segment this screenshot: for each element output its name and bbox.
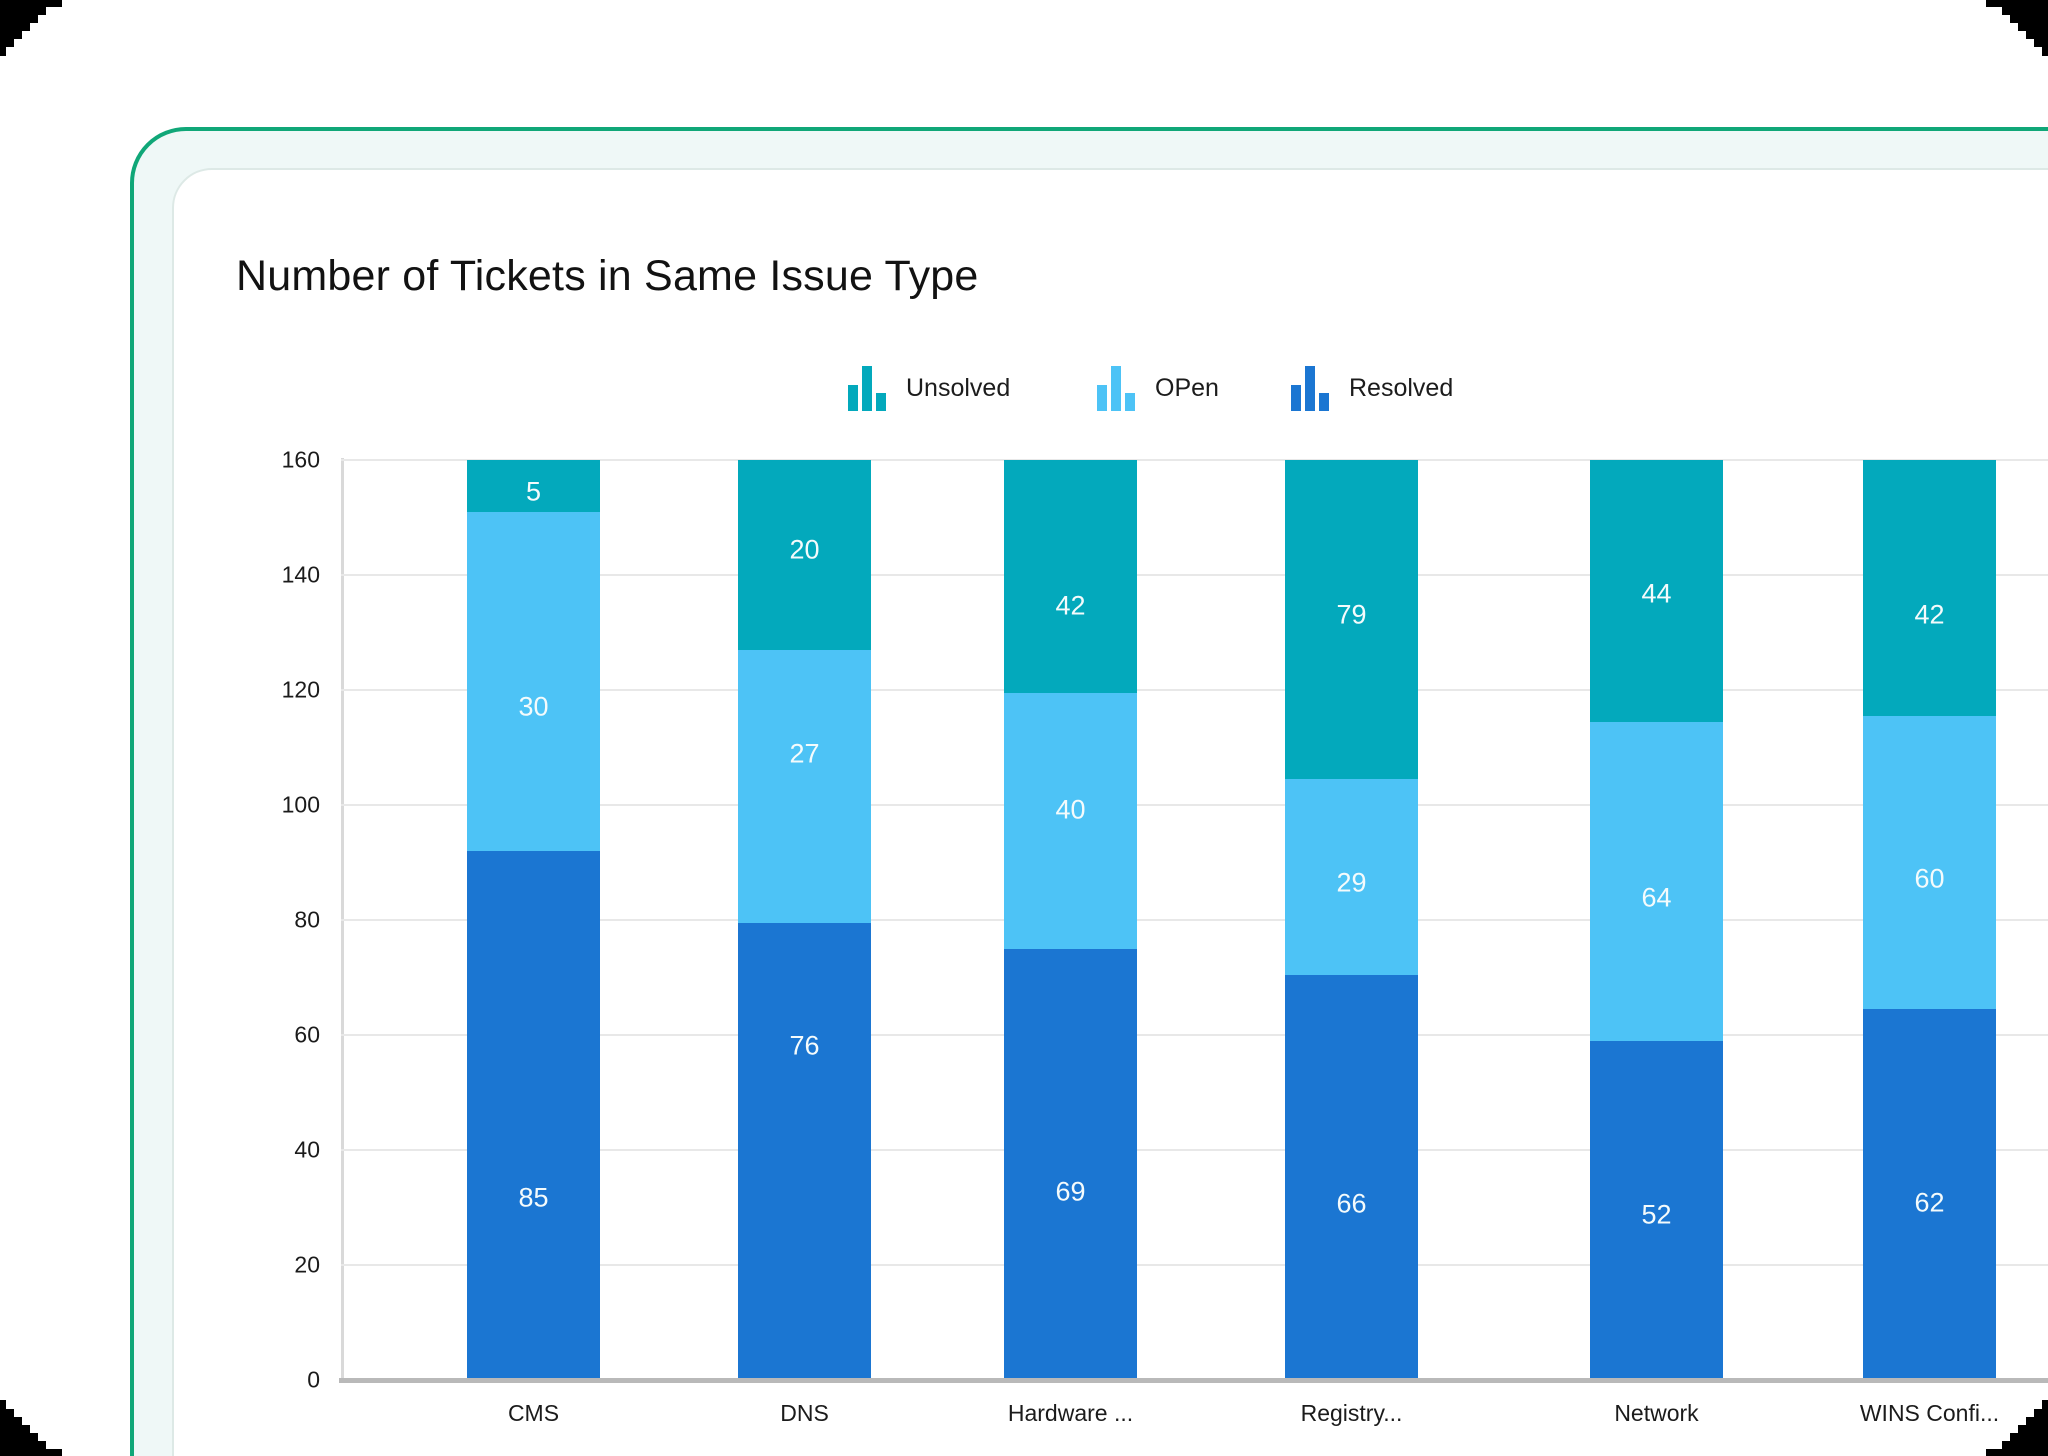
bar-network: [1590, 460, 1723, 1380]
gridline-y-80: [341, 919, 2048, 921]
bar-value-label-open: 60: [1914, 863, 1945, 894]
bar-cms: [467, 460, 600, 1380]
y-axis-tick-label-0: 0: [307, 1366, 320, 1393]
corner-cutout-top-left: [0, 0, 64, 58]
y-axis-tick-label-160: 160: [281, 446, 320, 473]
bar-value-label-open: 64: [1641, 882, 1672, 913]
bar-value-label-open: 29: [1336, 867, 1367, 898]
bar-value-label-unsolved: 42: [1914, 599, 1945, 630]
gridline-y-160: [341, 459, 2048, 461]
legend-item-open[interactable]: OPen: [1097, 364, 1219, 412]
corner-cutout-bottom-right: [1984, 1398, 2048, 1456]
bar-dns: [738, 460, 871, 1380]
bar-segment-unsolved[interactable]: [738, 460, 871, 650]
mini-bar-chart-icon: [1291, 365, 1329, 411]
chart-title: Number of Tickets in Same Issue Type: [236, 252, 979, 300]
bar-value-label-unsolved: 79: [1336, 599, 1367, 630]
bar-segment-resolved[interactable]: [1285, 974, 1418, 1380]
y-axis-tick-label-20: 20: [294, 1251, 320, 1278]
bar-value-label-open: 30: [518, 691, 549, 722]
bar-registry: [1285, 460, 1418, 1380]
bar-segment-unsolved[interactable]: [467, 460, 600, 512]
bar-segment-open[interactable]: [1590, 721, 1723, 1041]
y-axis-tick-label-140: 140: [281, 561, 320, 588]
bar-segment-open[interactable]: [1004, 692, 1137, 949]
x-axis-category-label: DNS: [780, 1400, 829, 1426]
corner-cutout-bottom-left: [0, 1398, 64, 1456]
bar-value-label-resolved: 69: [1055, 1176, 1086, 1207]
legend-item-unsolved[interactable]: Unsolved: [848, 364, 1010, 412]
legend-label: Resolved: [1349, 373, 1454, 402]
legend-item-resolved[interactable]: Resolved: [1291, 364, 1453, 412]
bar-segment-resolved[interactable]: [1004, 948, 1137, 1380]
bar-segment-resolved[interactable]: [1590, 1040, 1723, 1380]
bar-segment-open[interactable]: [467, 511, 600, 851]
bar-segment-resolved[interactable]: [738, 922, 871, 1380]
y-axis-tick-label-100: 100: [281, 791, 320, 818]
bar-value-label-resolved: 62: [1914, 1187, 1945, 1218]
gridline-y-60: [341, 1034, 2048, 1036]
legend: Unsolved OPen Resolved: [0, 364, 2048, 414]
gridline-y-140: [341, 574, 2048, 576]
y-axis-tick-label-80: 80: [294, 906, 320, 933]
y-axis-tick-label-60: 60: [294, 1021, 320, 1048]
bar-segment-open[interactable]: [1863, 715, 1996, 1010]
gridline-y-100: [341, 804, 2048, 806]
bar-segment-resolved[interactable]: [1863, 1009, 1996, 1380]
bar-value-label-unsolved: 44: [1641, 578, 1672, 609]
bar-segment-unsolved[interactable]: [1004, 460, 1137, 693]
bar-value-label-resolved: 76: [789, 1030, 820, 1061]
y-axis-tick-label-40: 40: [294, 1136, 320, 1163]
bar-value-label-unsolved: 20: [789, 534, 820, 565]
corner-cutout-top-right: [1984, 0, 2048, 58]
bar-hardware: [1004, 460, 1137, 1380]
bar-segment-unsolved[interactable]: [1590, 460, 1723, 722]
x-axis-category-label: Network: [1614, 1400, 1699, 1426]
x-axis-category-label: CMS: [507, 1400, 560, 1426]
bar-value-label-unsolved: 42: [1055, 590, 1086, 621]
x-axis-category-label: Hardware ...: [1007, 1400, 1134, 1426]
legend-label: Unsolved: [906, 373, 1011, 402]
gridline-y-40: [341, 1149, 2048, 1151]
y-axis-tick-label-120: 120: [281, 676, 320, 703]
x-axis-line: [339, 1378, 2048, 1383]
bar-segment-resolved[interactable]: [467, 851, 600, 1380]
gridline-y-20: [341, 1264, 2048, 1266]
mini-bar-chart-icon: [848, 365, 886, 411]
bar-segment-unsolved[interactable]: [1285, 460, 1418, 780]
bar-value-label-open: 40: [1055, 794, 1086, 825]
bar-segment-unsolved[interactable]: [1863, 460, 1996, 716]
x-axis-category-label: Registry...: [1300, 1400, 1403, 1426]
bar-value-label-resolved: 66: [1336, 1188, 1367, 1219]
bar-segment-open[interactable]: [1285, 779, 1418, 975]
x-axis-category-label: WINS Confi...: [1859, 1400, 2000, 1426]
mini-bar-chart-icon: [1097, 365, 1135, 411]
bar-value-label-resolved: 85: [518, 1182, 549, 1213]
gridline-y-120: [341, 689, 2048, 691]
legend-label: OPen: [1155, 373, 1219, 402]
bar-segment-open[interactable]: [738, 649, 871, 923]
bar-value-label-unsolved: 5: [525, 476, 542, 507]
bar-value-label-resolved: 52: [1641, 1199, 1672, 1230]
bar-value-label-open: 27: [789, 738, 820, 769]
bar-winsconfi: [1863, 460, 1996, 1380]
